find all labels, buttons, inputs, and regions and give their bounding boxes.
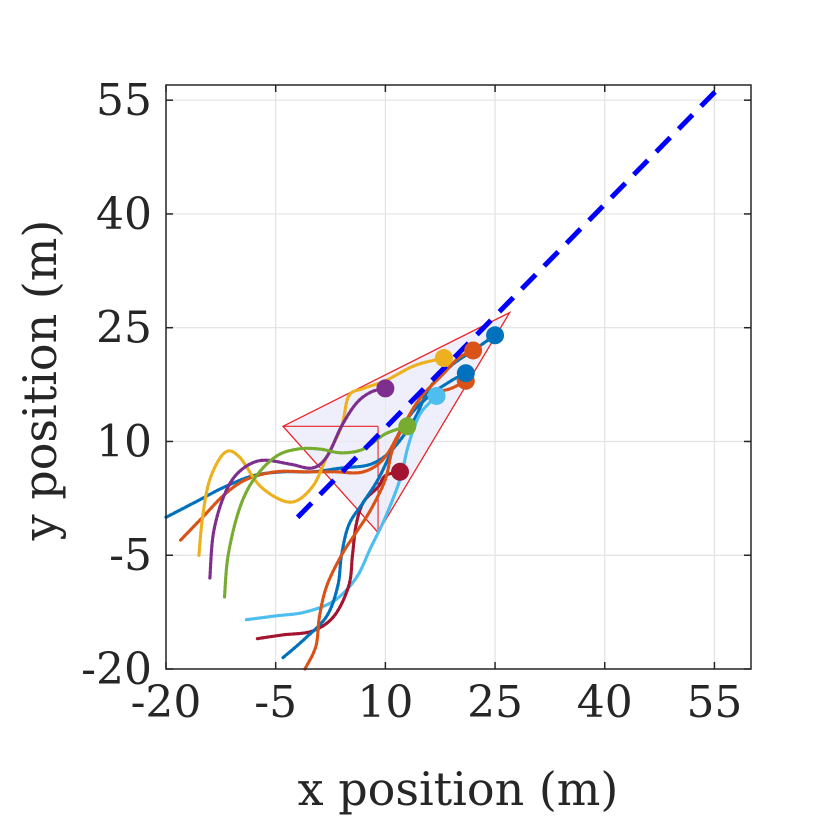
axes	[165, 84, 752, 670]
x-tick-label-3: 25	[467, 677, 523, 728]
grid	[165, 85, 751, 670]
formation-triangle-shape	[281, 310, 512, 534]
y-tick-label-2: 10	[96, 416, 152, 467]
y-tick-label-3: 25	[96, 303, 152, 354]
x-tick-label-4: 40	[577, 677, 633, 728]
reference-line	[295, 83, 724, 520]
x-tick-label-0: -20	[131, 677, 202, 728]
y-tick-label-5: 55	[96, 75, 152, 126]
y-axis-label: y position (m)	[13, 220, 67, 542]
trajectory-9	[303, 348, 475, 671]
x-tick-label-1: -5	[254, 677, 297, 728]
end-marker-5	[398, 417, 417, 436]
end-marker-6	[427, 386, 446, 405]
x-tick-label-2: 10	[357, 677, 413, 728]
end-marker-9	[464, 341, 483, 360]
x-tick-label-5: 55	[686, 677, 742, 728]
end-marker-4	[376, 379, 395, 398]
end-marker-7	[391, 462, 409, 481]
y-tick-label-1: -5	[109, 530, 152, 581]
y-tick-labels: -20 -5 10 25 40 55	[81, 75, 152, 695]
trajectories	[164, 333, 497, 671]
end-markers	[376, 326, 505, 481]
end-marker-8	[456, 364, 475, 383]
axes-box	[165, 84, 752, 670]
y-tick-label-4: 40	[96, 189, 152, 240]
reference-dashed-line	[295, 83, 724, 520]
end-marker-1	[486, 326, 505, 345]
x-axis-label: x position (m)	[298, 762, 619, 816]
trajectory-7	[255, 470, 402, 641]
trajectory-4	[208, 386, 387, 580]
y-tick-label-0: -20	[81, 644, 152, 695]
x-tick-labels: -20 -5 10 25 40 55	[131, 677, 743, 728]
end-marker-3	[434, 349, 453, 368]
